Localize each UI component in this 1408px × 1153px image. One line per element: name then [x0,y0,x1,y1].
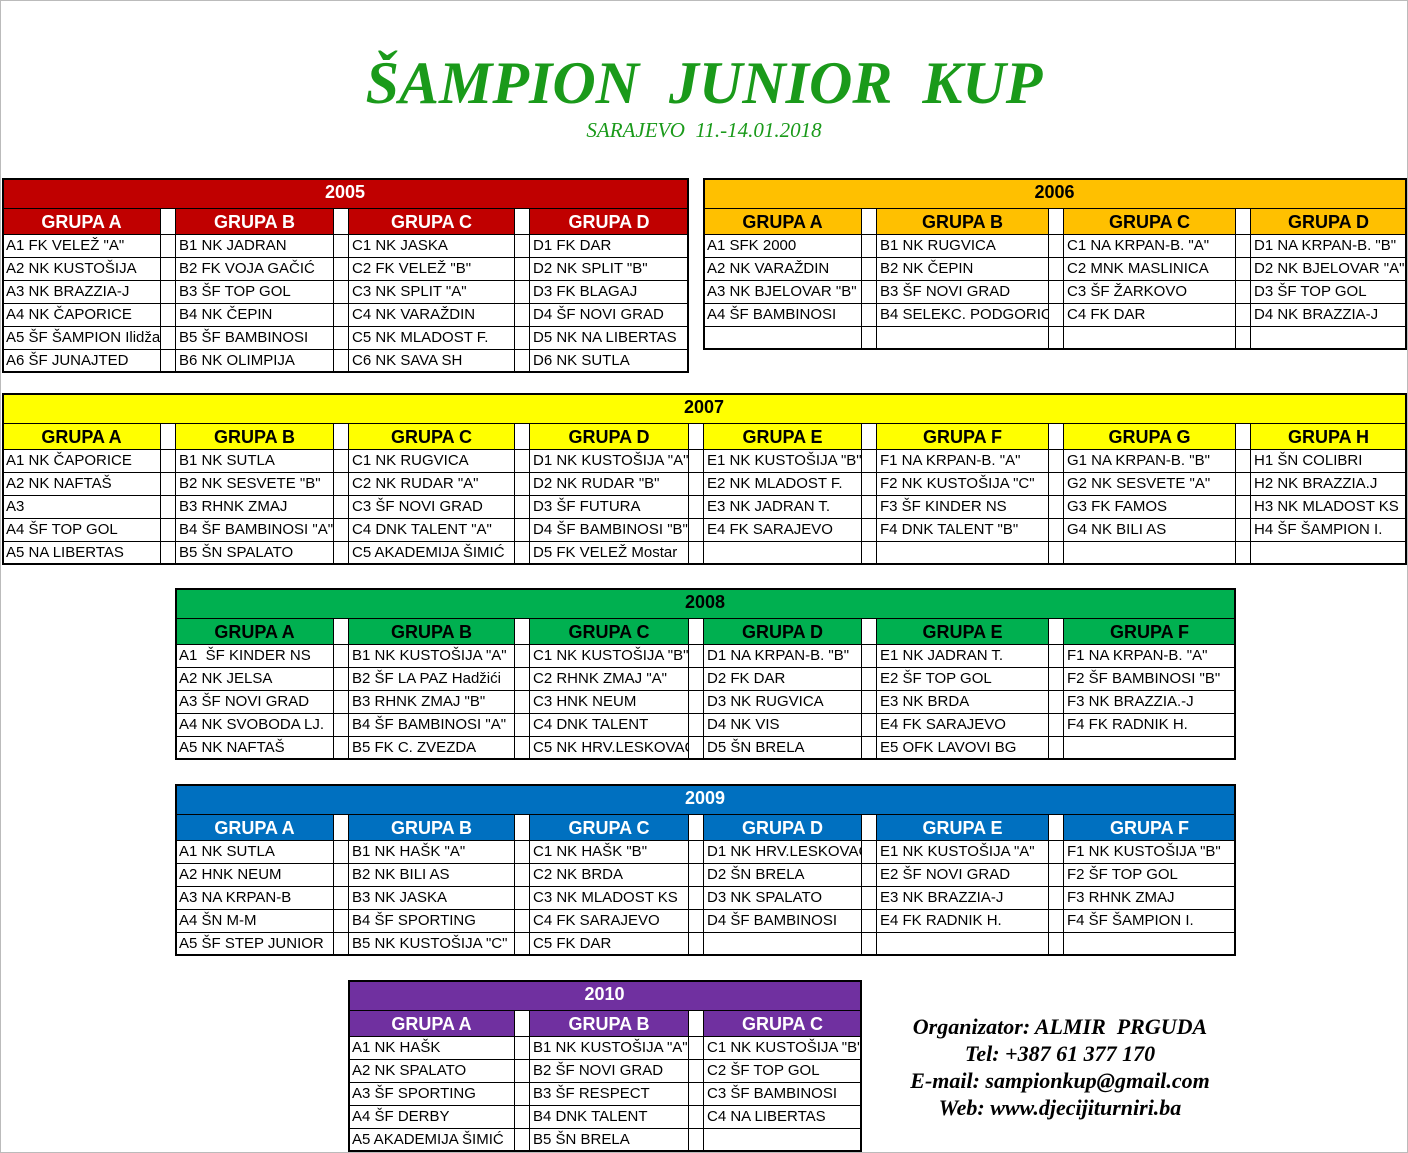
team-cell: A2 NK KUSTOŠIJA [2,257,161,281]
group-header: GRUPA D [1250,208,1407,235]
team-cell: B5 ŠN SPALATO [175,541,334,565]
group-header: GRUPA D [529,423,689,450]
section-border [175,588,1236,760]
team-cell: B3 NK JASKA [348,886,515,910]
group-header: GRUPA F [876,423,1049,450]
group-header: GRUPA B [529,1010,689,1037]
team-cell: B4 SELEKC. PODGORICE [876,303,1049,327]
team-cell: D3 NK RUGVICA [703,690,862,714]
team-cell: E2 ŠF TOP GOL [876,667,1049,691]
team-cell: E3 NK BRDA [876,690,1049,714]
group-header: GRUPA A [348,1010,515,1037]
team-cell: D3 ŠF TOP GOL [1250,280,1407,304]
group-header: GRUPA E [703,423,862,450]
group-header: GRUPA A [2,423,161,450]
group-header: GRUPA A [175,814,334,841]
group-header: GRUPA F [1063,814,1236,841]
team-cell: C2 NK RUDAR "A" [348,472,515,496]
team-cell: C3 ŠF ŽARKOVO [1063,280,1236,304]
section-border [348,980,862,1152]
group-header: GRUPA B [348,618,515,645]
group-header: GRUPA F [1063,618,1236,645]
team-cell: E1 NK KUSTOŠIJA "A" [876,840,1049,864]
team-cell: B2 ŠF LA PAZ Hadžići [348,667,515,691]
year-header: 2007 [2,393,1406,424]
team-cell: E2 ŠF NOVI GRAD [876,863,1049,887]
team-cell: C5 FK DAR [529,932,689,956]
team-cell: D2 ŠN BRELA [703,863,862,887]
team-cell: A3 ŠF SPORTING [348,1082,515,1106]
team-cell: A5 AKADEMIJA ŠIMIĆ [348,1128,515,1152]
team-cell: D4 NK BRAZZIA-J [1250,303,1407,327]
team-cell: C4 DNK TALENT "A" [348,518,515,542]
team-cell: C3 NK MLADOST KS [529,886,689,910]
year-header: 2006 [703,178,1406,209]
team-cell: F2 NK KUSTOŠIJA "C" [876,472,1049,496]
team-cell: B3 ŠF NOVI GRAD [876,280,1049,304]
web: Web: www.djecijiturniri.ba [938,1095,1182,1120]
team-cell: A3 ŠF NOVI GRAD [175,690,334,714]
team-cell: C2 RHNK ZMAJ "A" [529,667,689,691]
section-border [703,178,1407,350]
group-header: GRUPA A [175,618,334,645]
group-header: GRUPA C [348,423,515,450]
team-cell: B3 ŠF TOP GOL [175,280,334,304]
phone: Tel: +387 61 377 170 [964,1041,1156,1066]
team-cell: F3 ŠF KINDER NS [876,495,1049,519]
team-cell: B2 ŠF NOVI GRAD [529,1059,689,1083]
team-cell: C3 ŠF NOVI GRAD [348,495,515,519]
team-cell: C5 NK HRV.LESKOVAC [529,736,689,760]
team-cell: F3 NK BRAZZIA.-J [1063,690,1236,714]
team-cell: E5 OFK LAVOVI BG [876,736,1049,760]
organizer: Organizator: ALMIR PRGUDA [912,1014,1208,1039]
team-cell: D4 NK VIS [703,713,862,737]
group-header: GRUPA C [703,1010,862,1037]
group-header: GRUPA A [703,208,862,235]
team-cell: C3 NK SPLIT "A" [348,280,515,304]
team-cell: D1 FK DAR [529,234,689,258]
team-cell: C5 AKADEMIJA ŠIMIĆ [348,541,515,565]
group-header: GRUPA E [876,618,1049,645]
team-cell: D2 FK DAR [703,667,862,691]
team-cell: D1 NA KRPAN-B. "B" [1250,234,1407,258]
team-cell: B1 NK JADRAN [175,234,334,258]
team-cell: C3 ŠF BAMBINOSI [703,1082,862,1106]
team-cell: B4 NK ČEPIN [175,303,334,327]
team-cell: B6 NK OLIMPIJA [175,349,334,373]
team-cell: D5 ŠN BRELA [703,736,862,760]
team-cell: H4 ŠF ŠAMPION I. [1250,518,1407,542]
team-cell: A2 HNK NEUM [175,863,334,887]
group-header: GRUPA B [175,208,334,235]
team-cell: A1 FK VELEŽ "A" [2,234,161,258]
team-cell: A5 NA LIBERTAS [2,541,161,565]
team-cell: B2 FK VOJA GAČIĆ [175,257,334,281]
group-header: GRUPA C [1063,208,1236,235]
section-border [2,393,1407,565]
title: ŠAMPION JUNIOR KUP [365,50,1043,116]
team-cell: C2 MNK MASLINICA [1063,257,1236,281]
team-cell: B2 NK BILI AS [348,863,515,887]
team-cell: B1 NK KUSTOŠIJA "A" [348,644,515,668]
subtitle: SARAJEVO 11.-14.01.2018 [586,118,822,142]
team-cell: A2 NK NAFTAŠ [2,472,161,496]
group-header: GRUPA E [876,814,1049,841]
group-header: GRUPA C [348,208,515,235]
team-cell: C5 NK MLADOST F. [348,326,515,350]
group-header: GRUPA D [529,208,689,235]
group-header: GRUPA D [703,618,862,645]
section-border [175,784,1236,956]
email: E-mail: sampionkup@gmail.com [910,1068,1210,1093]
section-border [2,178,689,373]
group-header: GRUPA B [175,423,334,450]
team-cell: F2 ŠF BAMBINOSI "B" [1063,667,1236,691]
team-cell: B1 NK KUSTOŠIJA "A" [529,1036,689,1060]
team-cell: E1 NK KUSTOŠIJA "B" [703,449,862,473]
